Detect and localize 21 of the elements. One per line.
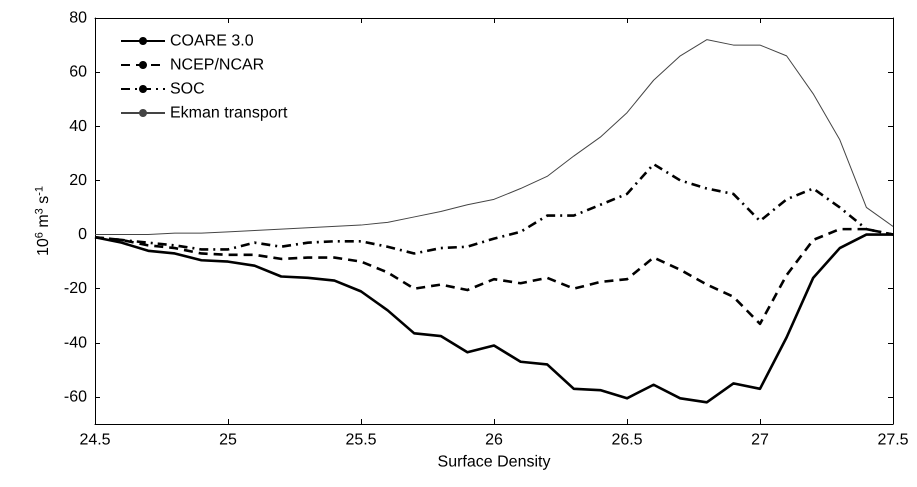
legend-label: SOC — [170, 80, 205, 98]
x-tick-label: 27.5 — [877, 432, 909, 448]
legend-label: NCEP/NCAR — [170, 56, 264, 74]
y-tick-label: 20 — [69, 172, 88, 189]
x-axis-title: Surface Density — [438, 454, 550, 470]
x-tick-label: 27 — [751, 432, 769, 448]
legend-label: COARE 3.0 — [170, 32, 254, 50]
x-tick-label: 26 — [485, 432, 503, 448]
y-tick-label: 0 — [78, 226, 88, 244]
y-tick-label: -60 — [64, 388, 88, 406]
y-axis-title: 106 m3 s-1 — [34, 186, 52, 256]
y-tick-label: 60 — [69, 64, 88, 81]
x-tick-label: 24.5 — [79, 432, 111, 448]
y-tick-label: -40 — [64, 334, 88, 352]
y-tick-label: -20 — [64, 280, 88, 298]
x-tick-label: 25.5 — [345, 432, 377, 448]
x-tick-label: 25 — [219, 432, 237, 448]
y-tick-label: 40 — [69, 118, 88, 135]
y-tick-label: 80 — [69, 10, 88, 26]
x-tick-label: 26.5 — [611, 432, 643, 448]
legend-label: Ekman transport — [170, 104, 288, 122]
